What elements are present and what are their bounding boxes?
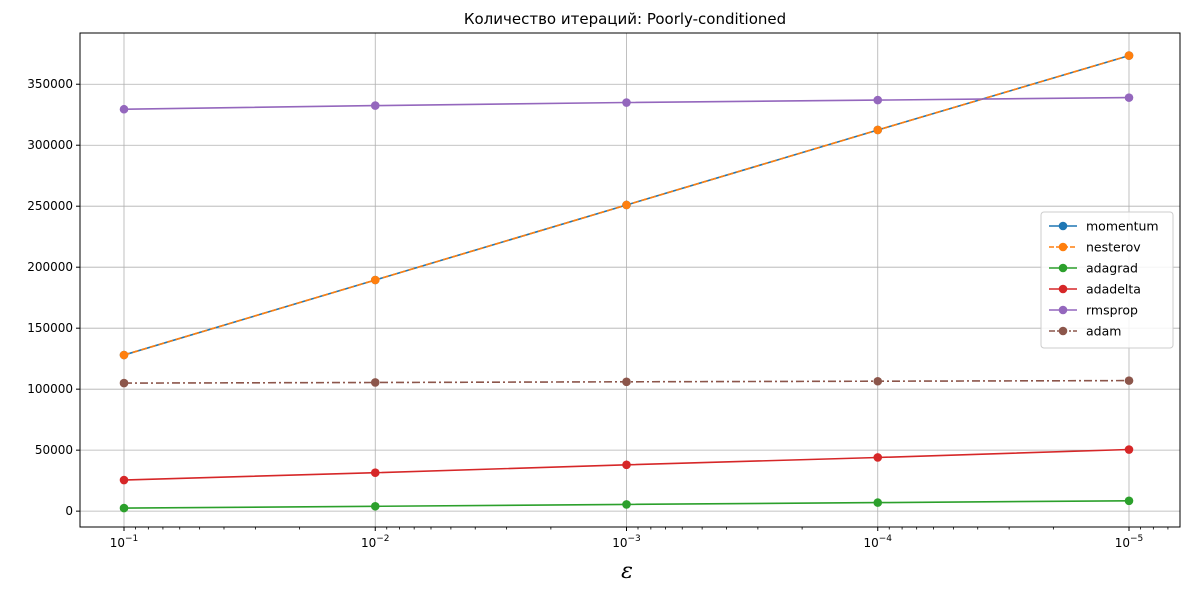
legend-label: adadelta <box>1086 282 1141 297</box>
data-point-rmsprop <box>622 98 631 107</box>
x-tick-label-base: 10 <box>110 536 125 550</box>
data-point-nesterov <box>119 350 129 360</box>
legend-marker <box>1058 305 1068 315</box>
legend-label: adagrad <box>1086 261 1138 276</box>
legend-item-adagrad: adagrad <box>1049 261 1138 276</box>
y-tick-label: 200000 <box>27 260 73 274</box>
data-point-adam <box>370 378 380 387</box>
data-point-rmsprop <box>1124 93 1134 102</box>
legend-label: nesterov <box>1086 240 1141 255</box>
x-tick-label: 10−3 <box>612 534 641 550</box>
legend: momentum nesterov adagrad adadelta rmsprop ad… <box>1040 211 1174 349</box>
data-point-adadelta <box>1124 445 1134 454</box>
data-point-adadelta <box>370 468 380 478</box>
y-tick-label: 0 <box>65 504 73 518</box>
x-tick-label-exponent: −5 <box>1130 534 1143 544</box>
data-point-adagrad <box>622 500 631 509</box>
legend-box <box>1040 211 1174 349</box>
data-point-adagrad <box>370 501 380 511</box>
minor-ticks <box>135 527 1169 530</box>
data-point-adam <box>622 377 631 387</box>
legend-item-adadelta: adadelta <box>1049 282 1141 297</box>
x-axis: 10−1 10−2 10−3 10−4 10−5 <box>110 527 1144 550</box>
data-point-adadelta <box>119 475 129 485</box>
series-rmsprop <box>119 93 1134 114</box>
data-point-nesterov <box>1124 51 1134 60</box>
data-point-adagrad <box>873 498 883 507</box>
x-tick-label-exponent: −4 <box>879 534 893 544</box>
x-tick-label: 10−5 <box>1115 534 1144 550</box>
legend-marker <box>1058 263 1068 273</box>
x-tick-label: 10−4 <box>863 534 892 550</box>
legend-label: rmsprop <box>1086 303 1138 318</box>
data-point-adam <box>119 378 129 388</box>
x-axis-label: ε <box>621 559 633 584</box>
data-point-adagrad <box>1124 496 1134 506</box>
x-tick-label-base: 10 <box>1115 536 1130 550</box>
series-adam <box>119 376 1134 388</box>
y-axis: 0 50000 100000 150000 200000 250000 300000 3500… <box>27 77 80 518</box>
y-tick-label: 300000 <box>27 138 73 152</box>
data-point-rmsprop <box>873 95 883 105</box>
legend-label: adam <box>1086 324 1121 339</box>
x-tick-label-exponent: −3 <box>628 534 641 544</box>
x-tick-label: 10−1 <box>110 534 139 550</box>
data-point-nesterov <box>622 200 631 210</box>
series-adagrad <box>119 496 1134 513</box>
chart-title: Количество итераций: Poorly-conditioned <box>464 10 786 28</box>
y-tick-label: 50000 <box>35 443 73 457</box>
x-tick-label-base: 10 <box>863 536 878 550</box>
data-point-adam <box>873 376 883 386</box>
series-adadelta <box>119 445 1134 485</box>
data-point-rmsprop <box>119 104 129 114</box>
legend-item-adam: adam <box>1049 324 1121 339</box>
legend-item-nesterov: nesterov <box>1049 240 1141 255</box>
x-tick-label-base: 10 <box>612 536 627 550</box>
legend-item-rmsprop: rmsprop <box>1049 303 1138 318</box>
legend-marker <box>1058 326 1068 336</box>
legend-marker <box>1058 284 1068 294</box>
data-point-adadelta <box>622 460 631 470</box>
data-point-adadelta <box>873 453 883 462</box>
data-point-nesterov <box>873 125 883 135</box>
x-tick-label: 10−2 <box>361 534 390 550</box>
y-tick-label: 350000 <box>27 77 73 91</box>
legend-marker <box>1058 221 1068 231</box>
series-layer <box>119 51 1134 513</box>
x-tick-label-exponent: −1 <box>125 534 138 544</box>
y-tick-label: 250000 <box>27 199 73 213</box>
y-tick-label: 150000 <box>27 321 73 335</box>
data-point-rmsprop <box>370 101 380 110</box>
data-point-nesterov <box>370 275 380 285</box>
series-nesterov <box>119 51 1134 360</box>
x-tick-label-exponent: −2 <box>376 534 389 544</box>
x-tick-label-base: 10 <box>361 536 376 550</box>
axes-frame <box>79 32 1181 528</box>
legend-marker <box>1058 242 1068 252</box>
legend-item-momentum: momentum <box>1049 219 1159 234</box>
data-point-adam <box>1124 376 1134 385</box>
legend-label: momentum <box>1086 219 1159 234</box>
y-tick-label: 100000 <box>27 382 73 396</box>
data-point-adagrad <box>119 503 129 513</box>
